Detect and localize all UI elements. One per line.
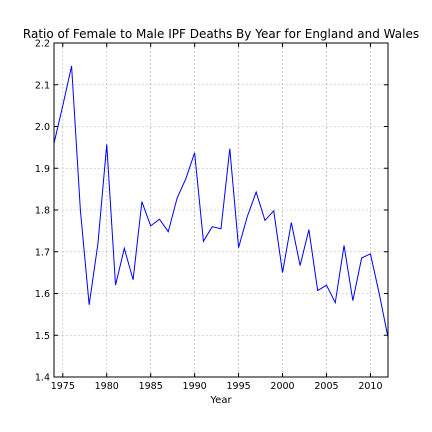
y-tick-label: 1.6 — [35, 289, 50, 300]
x-tick-label: 2005 — [314, 381, 338, 392]
x-tick-label: 1995 — [226, 381, 250, 392]
x-tick-label: 1985 — [139, 381, 163, 392]
x-tick-label: 1990 — [183, 381, 207, 392]
axis-ticks — [54, 42, 388, 378]
x-tick-label: 2010 — [358, 381, 382, 392]
y-tick-label: 1.7 — [35, 247, 50, 258]
y-tick-label: 1.5 — [35, 331, 50, 342]
x-axis-label: Year — [209, 395, 232, 406]
plot-frame — [53, 42, 389, 378]
x-tick-label: 1975 — [51, 381, 75, 392]
series-layer — [53, 65, 389, 338]
y-tick-labels: 1.4 1.5 1.6 1.7 1.8 1.9 2.0 2.1 2.2 — [35, 39, 50, 384]
y-tick-label: 1.8 — [35, 206, 50, 217]
x-tick-label: 2000 — [270, 381, 294, 392]
y-tick-label: 2.0 — [35, 122, 50, 133]
y-tick-label: 1.9 — [35, 164, 50, 175]
y-tick-label: 1.4 — [35, 373, 50, 384]
series-line — [53, 65, 389, 338]
y-tick-label: 2.2 — [35, 39, 50, 50]
x-tick-labels: 1975 1980 1985 1990 1995 2000 2005 2010 — [51, 381, 383, 392]
chart-title: Ratio of Female to Male IPF Deaths By Ye… — [23, 27, 419, 41]
y-tick-label: 2.1 — [35, 80, 50, 91]
grid-lines — [54, 42, 388, 378]
x-tick-label: 1980 — [95, 381, 119, 392]
